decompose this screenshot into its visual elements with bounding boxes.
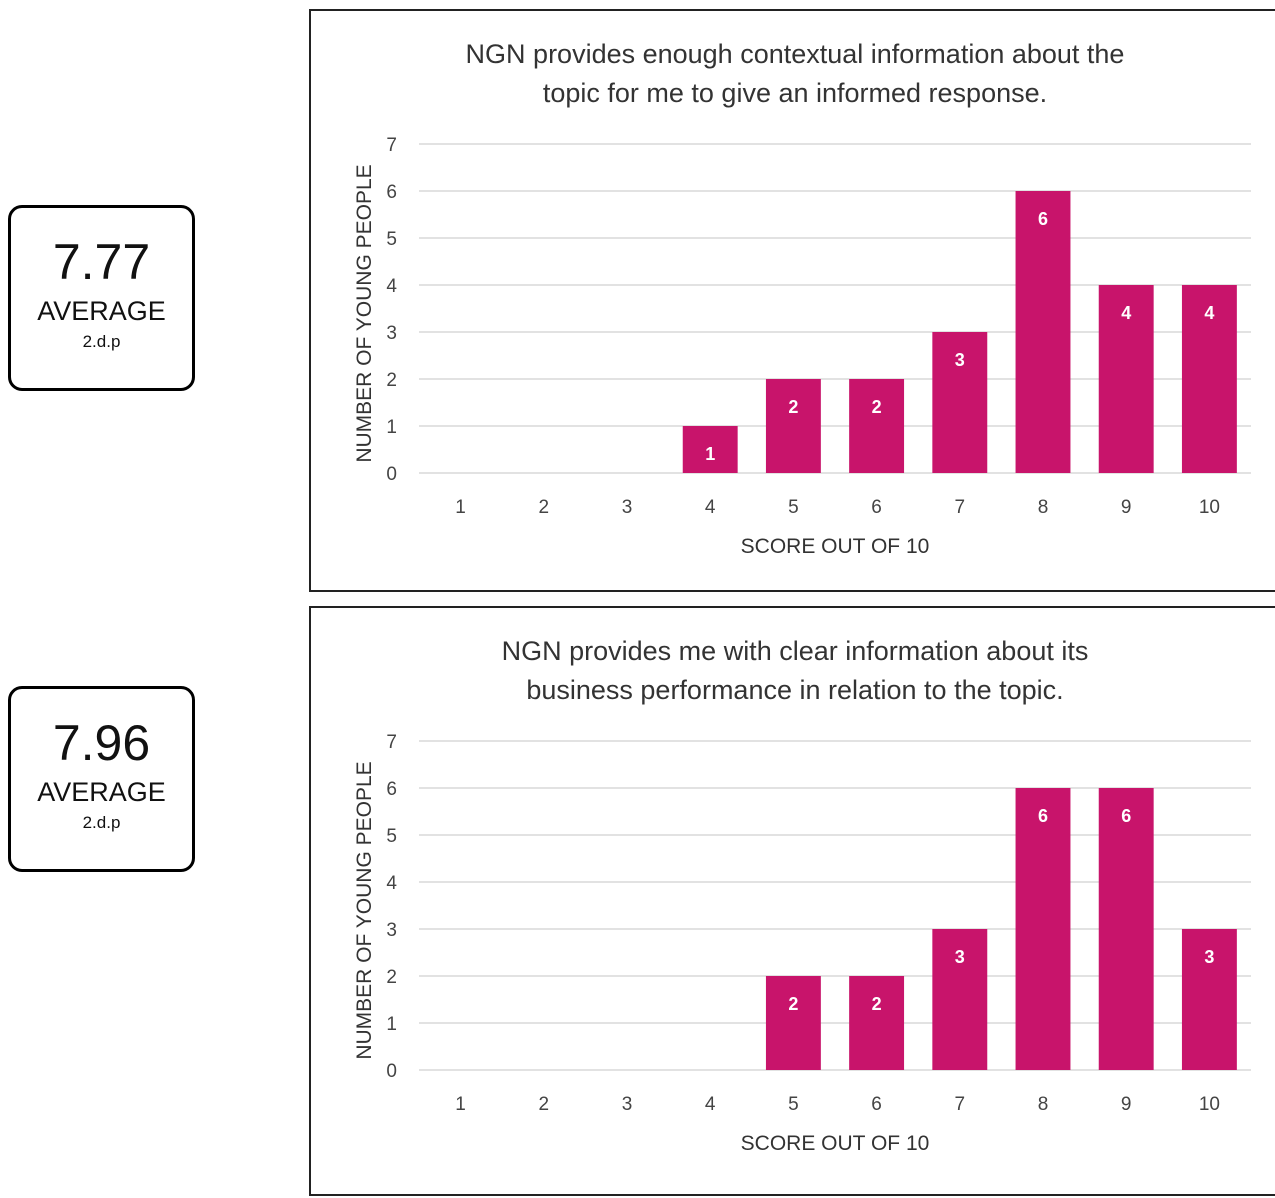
bar bbox=[932, 332, 988, 473]
y-tick-label: 1 bbox=[386, 1014, 397, 1035]
x-tick-label: 2 bbox=[539, 497, 550, 518]
x-tick-label: 6 bbox=[871, 497, 882, 518]
chart-panel-1: NGN provides enough contextual informati… bbox=[309, 9, 1275, 592]
x-tick-label: 1 bbox=[455, 1094, 466, 1115]
y-tick-label: 7 bbox=[386, 732, 397, 753]
bar bbox=[1181, 929, 1237, 1070]
x-axis-label: SCORE OUT OF 10 bbox=[741, 535, 930, 558]
chart-panel-2: NGN provides me with clear information a… bbox=[309, 606, 1275, 1196]
bar-value-label: 6 bbox=[1038, 209, 1048, 229]
y-axis-label: NUMBER OF YOUNG PEOPLE bbox=[353, 164, 376, 462]
x-tick-label: 10 bbox=[1199, 497, 1220, 518]
y-tick-label: 5 bbox=[386, 229, 397, 250]
bar-value-label: 6 bbox=[1038, 806, 1048, 826]
bar-value-label: 4 bbox=[1204, 303, 1214, 323]
average-value: 7.96 bbox=[52, 715, 151, 771]
bar bbox=[1181, 285, 1237, 473]
bar bbox=[1015, 191, 1071, 473]
y-tick-label: 6 bbox=[386, 182, 397, 203]
average-box-1: 7.77 AVERAGE 2.d.p bbox=[8, 205, 195, 391]
bar-value-label: 4 bbox=[1121, 303, 1131, 323]
average-label: AVERAGE bbox=[37, 777, 166, 807]
bar-value-label: 1 bbox=[705, 444, 715, 464]
bar bbox=[765, 379, 821, 473]
x-tick-label: 5 bbox=[788, 1094, 799, 1115]
y-tick-label: 2 bbox=[386, 967, 397, 988]
y-tick-label: 0 bbox=[386, 464, 397, 485]
x-tick-label: 8 bbox=[1038, 1094, 1049, 1115]
x-axis-label: SCORE OUT OF 10 bbox=[741, 1132, 930, 1155]
bar-value-label: 2 bbox=[788, 994, 798, 1014]
bar-value-label: 3 bbox=[955, 947, 965, 967]
y-tick-label: 1 bbox=[386, 417, 397, 438]
x-tick-label: 7 bbox=[955, 497, 966, 518]
x-tick-label: 10 bbox=[1199, 1094, 1220, 1115]
y-tick-label: 6 bbox=[386, 779, 397, 800]
x-tick-label: 7 bbox=[955, 1094, 966, 1115]
x-tick-label: 2 bbox=[539, 1094, 550, 1115]
x-tick-label: 3 bbox=[622, 497, 633, 518]
x-tick-label: 4 bbox=[705, 497, 716, 518]
y-tick-label: 3 bbox=[386, 920, 397, 941]
chart-title-line: business performance in relation to the … bbox=[526, 675, 1063, 705]
y-tick-label: 4 bbox=[386, 873, 397, 894]
average-precision-note: 2.d.p bbox=[82, 813, 121, 832]
bar-value-label: 3 bbox=[1204, 947, 1214, 967]
bar bbox=[1098, 285, 1154, 473]
average-box-2: 7.96 AVERAGE 2.d.p bbox=[8, 686, 195, 872]
y-tick-label: 0 bbox=[386, 1061, 397, 1082]
y-tick-label: 4 bbox=[386, 276, 397, 297]
bar-value-label: 6 bbox=[1121, 806, 1131, 826]
bar-value-label: 2 bbox=[872, 994, 882, 1014]
x-tick-label: 9 bbox=[1121, 1094, 1132, 1115]
chart-title-line: topic for me to give an informed respons… bbox=[543, 78, 1047, 108]
x-tick-label: 6 bbox=[871, 1094, 882, 1115]
bar-value-label: 2 bbox=[872, 397, 882, 417]
y-tick-label: 5 bbox=[386, 826, 397, 847]
x-tick-label: 4 bbox=[705, 1094, 716, 1115]
bar bbox=[682, 426, 738, 473]
x-tick-label: 9 bbox=[1121, 497, 1132, 518]
bar-value-label: 2 bbox=[788, 397, 798, 417]
chart-title-line: NGN provides me with clear information a… bbox=[502, 636, 1089, 666]
y-axis-label: NUMBER OF YOUNG PEOPLE bbox=[353, 761, 376, 1059]
bar-value-label: 3 bbox=[955, 350, 965, 370]
bar-chart-1: NGN provides enough contextual informati… bbox=[353, 39, 1251, 558]
bar bbox=[1015, 788, 1071, 1070]
x-tick-label: 5 bbox=[788, 497, 799, 518]
x-tick-label: 3 bbox=[622, 1094, 633, 1115]
bar bbox=[765, 976, 821, 1070]
y-tick-label: 7 bbox=[386, 135, 397, 156]
y-tick-label: 3 bbox=[386, 323, 397, 344]
average-label: AVERAGE bbox=[37, 296, 166, 326]
average-value: 7.77 bbox=[52, 234, 151, 290]
average-precision-note: 2.d.p bbox=[82, 332, 121, 351]
bar bbox=[849, 379, 905, 473]
x-tick-label: 1 bbox=[455, 497, 466, 518]
bar bbox=[849, 976, 905, 1070]
bar bbox=[932, 929, 988, 1070]
x-tick-label: 8 bbox=[1038, 497, 1049, 518]
bar bbox=[1098, 788, 1154, 1070]
bar-chart-2: NGN provides me with clear information a… bbox=[353, 636, 1251, 1155]
chart-title-line: NGN provides enough contextual informati… bbox=[466, 39, 1125, 69]
y-tick-label: 2 bbox=[386, 370, 397, 391]
